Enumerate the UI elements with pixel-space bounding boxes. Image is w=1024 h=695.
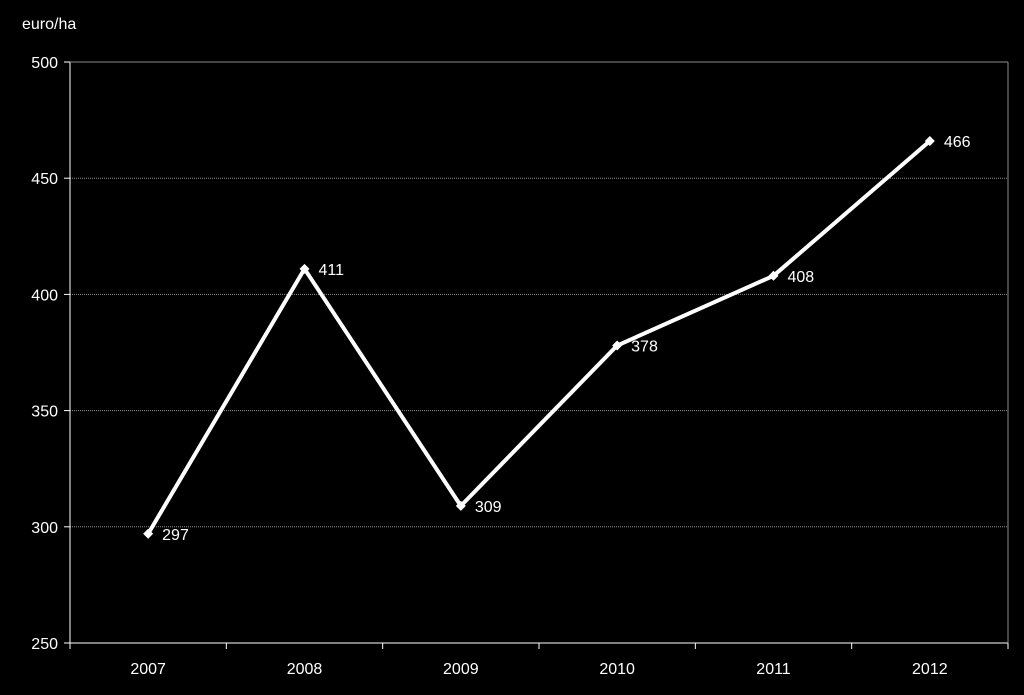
data-point-marker [924,136,935,147]
data-label: 466 [944,134,971,151]
y-tick-label: 400 [31,287,58,304]
data-point-marker [299,263,310,274]
x-tick-label: 2012 [912,661,948,678]
gridlines [70,61,1008,528]
y-tick-label: 500 [31,55,58,72]
x-tick-label: 2007 [130,661,166,678]
data-point-marker [612,340,623,351]
x-tick-label: 2008 [287,661,323,678]
x-tick-label: 2011 [756,661,791,678]
data-point-marker [143,528,154,539]
y-axis-unit-label: euro/ha [22,16,77,33]
data-label: 408 [788,269,815,286]
axes [69,61,1009,644]
y-tick-label: 250 [31,636,58,653]
data-point-marker [455,500,466,511]
data-label: 309 [475,499,502,516]
x-axis-ticks: 2007 2008 2009 2010 2011 2012 [69,643,1009,678]
series [143,136,935,539]
x-tick-label: 2009 [443,661,479,678]
data-label: 378 [631,339,658,356]
y-tick-label: 350 [31,404,58,421]
y-axis-ticks: 250 300 350 400 450 500 [31,55,70,653]
data-point-marker [768,270,779,281]
x-tick-label: 2010 [599,661,635,678]
data-label: 411 [319,262,345,279]
series-line [146,139,932,535]
data-labels: 297 411 309 378 408 466 [162,134,970,544]
data-label: 297 [162,527,189,544]
y-tick-label: 450 [31,171,58,188]
y-tick-label: 300 [31,520,58,537]
